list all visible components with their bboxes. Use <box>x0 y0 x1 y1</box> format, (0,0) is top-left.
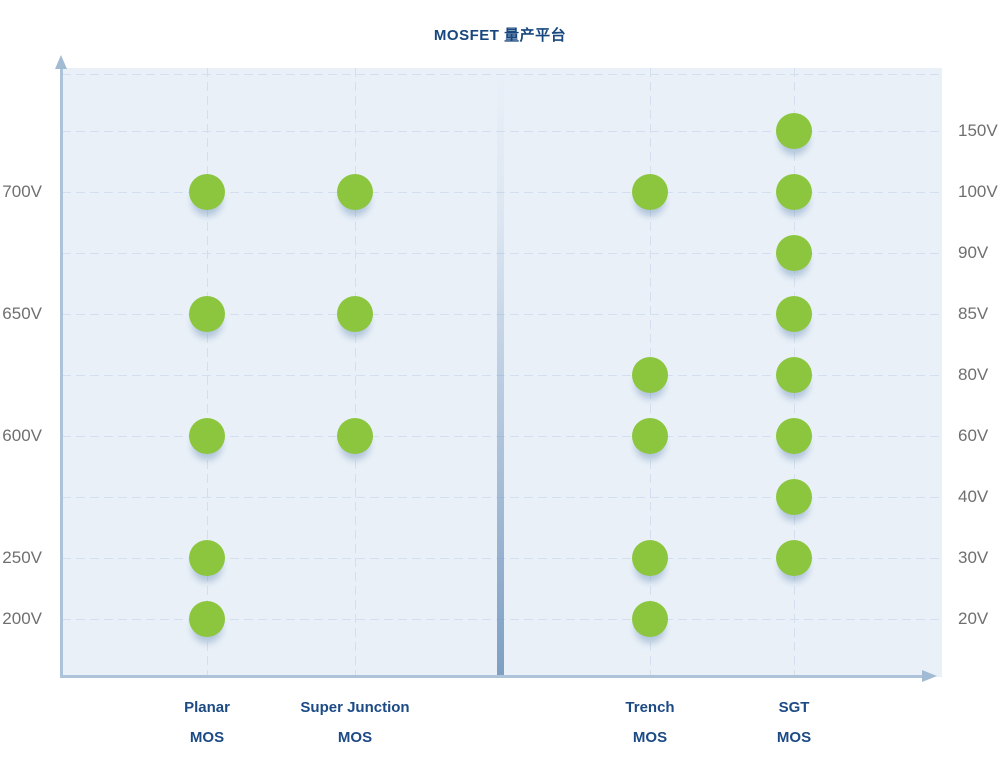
right-axis-tick-label: 85V <box>958 304 989 323</box>
data-dot <box>189 418 225 454</box>
left-axis-tick-label: 200V <box>2 609 42 628</box>
data-dot <box>189 540 225 576</box>
column-label: Super Junction MOS <box>245 693 465 753</box>
data-dot <box>632 418 668 454</box>
column-label: SGT MOS <box>684 693 904 753</box>
gridline-vertical <box>355 68 356 677</box>
y-axis-arrow-icon <box>55 55 67 69</box>
right-axis-tick-label: 90V <box>958 243 989 262</box>
data-dot <box>337 174 373 210</box>
right-axis-tick-label: 20V <box>958 609 989 628</box>
data-dot <box>776 174 812 210</box>
left-axis-tick-label: 700V <box>2 182 42 201</box>
x-axis-arrow-icon <box>922 670 937 682</box>
right-axis-tick-label: 100V <box>958 182 998 201</box>
right-axis-tick-label: 150V <box>958 121 998 140</box>
column-label: Trench MOS <box>540 693 760 753</box>
right-axis-tick-label: 40V <box>958 487 989 506</box>
data-dot <box>776 418 812 454</box>
data-dot <box>337 418 373 454</box>
data-dot <box>776 479 812 515</box>
column-label-line1: SGT <box>778 699 810 716</box>
data-dot <box>776 357 812 393</box>
data-dot <box>776 235 812 271</box>
data-dot <box>632 540 668 576</box>
chart-title: MOSFET 量产平台 <box>433 27 567 44</box>
left-axis-tick-label: 250V <box>2 548 42 567</box>
column-label: Planar MOS <box>97 693 317 753</box>
gridline-vertical <box>207 68 208 677</box>
x-axis-line <box>60 675 924 678</box>
left-axis-tick-label: 650V <box>2 304 42 323</box>
data-dot <box>189 601 225 637</box>
data-dot <box>776 296 812 332</box>
column-label-line2: MOS <box>189 729 225 746</box>
data-dot <box>632 174 668 210</box>
column-label-line2: MOS <box>776 729 812 746</box>
data-dot <box>337 296 373 332</box>
data-dot <box>632 357 668 393</box>
column-label-line1: Trench <box>625 699 675 716</box>
column-label-line1: Super Junction <box>300 699 410 716</box>
y-axis-line <box>60 62 63 678</box>
column-label-line2: MOS <box>632 729 668 746</box>
right-axis-tick-label: 80V <box>958 365 989 384</box>
data-dot <box>189 174 225 210</box>
section-divider <box>497 68 504 677</box>
data-dot <box>189 296 225 332</box>
data-dot <box>632 601 668 637</box>
column-label-line1: Planar <box>184 699 230 716</box>
right-axis-tick-label: 60V <box>958 426 989 445</box>
left-axis-tick-label: 600V <box>2 426 42 445</box>
column-label-line2: MOS <box>337 729 373 746</box>
data-dot <box>776 540 812 576</box>
right-axis-tick-label: 30V <box>958 548 989 567</box>
data-dot <box>776 113 812 149</box>
